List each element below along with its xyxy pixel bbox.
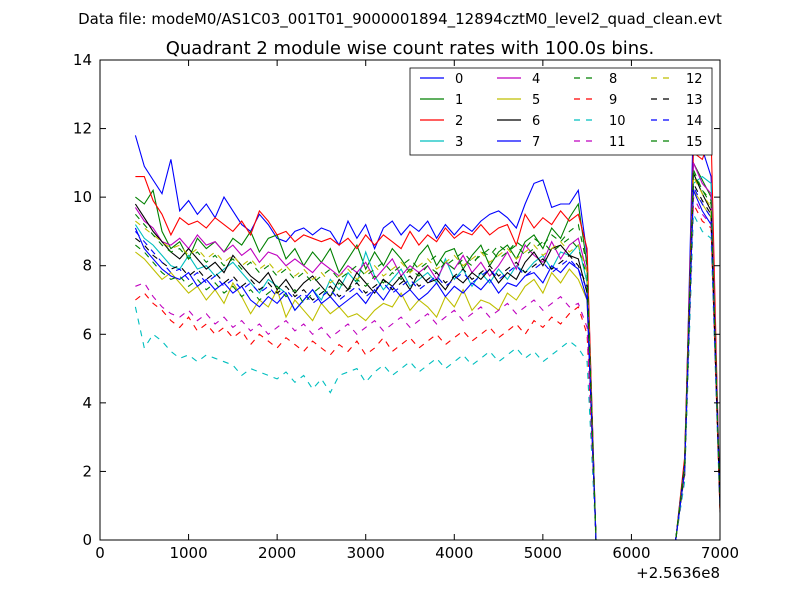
series-line-8 (135, 169, 720, 540)
y-tick-label: 8 (82, 257, 92, 275)
legend-label: 6 (532, 114, 540, 129)
series-line-1 (135, 160, 720, 540)
x-tick-label: 4000 (435, 544, 473, 562)
y-tick-label: 14 (73, 51, 92, 69)
x-tick-label: 6000 (612, 544, 650, 562)
legend-label: 12 (686, 72, 703, 87)
y-tick-label: 10 (73, 188, 92, 206)
legend-label: 0 (455, 72, 463, 87)
chart-title: Quadrant 2 module wise count rates with … (166, 38, 655, 59)
legend-label: 3 (455, 135, 463, 150)
series-line-12 (135, 174, 720, 540)
legend-label: 8 (609, 72, 617, 87)
series-line-2 (135, 135, 720, 540)
series-line-5 (135, 188, 720, 540)
y-tick-label: 2 (82, 462, 92, 480)
legend-label: 15 (686, 135, 703, 150)
x-tick-label: 2000 (258, 544, 296, 562)
file-line: Data file: modeM0/AS1C03_001T01_90000018… (78, 10, 722, 29)
y-tick-label: 12 (73, 120, 92, 138)
series-line-14 (134, 184, 720, 540)
series-layer (134, 118, 720, 540)
x-tick-label: 5000 (524, 544, 562, 562)
legend-label: 4 (532, 72, 540, 87)
series-line-11 (135, 194, 720, 540)
x-tick-label: 1000 (169, 544, 207, 562)
legend-label: 11 (609, 135, 626, 150)
legend-label: 2 (455, 114, 463, 129)
legend-label: 1 (455, 93, 463, 108)
series-line-6 (134, 172, 720, 540)
legend-label: 14 (686, 114, 703, 129)
series-line-4 (134, 162, 720, 540)
series-line-7 (134, 190, 720, 540)
legend-label: 13 (686, 93, 703, 108)
y-tick-label: 4 (82, 394, 92, 412)
series-line-9 (135, 201, 720, 540)
series-line-10 (134, 212, 720, 540)
x-tick-label: 3000 (347, 544, 385, 562)
legend-label: 10 (609, 114, 626, 129)
series-line-0 (134, 118, 720, 540)
series-line-3 (134, 175, 720, 540)
y-tick-label: 0 (82, 531, 92, 549)
x-offset-label: +2.5636e8 (636, 564, 720, 582)
series-line-15 (134, 170, 720, 540)
legend-box (409, 67, 713, 156)
legend-label: 9 (609, 93, 617, 108)
y-tick-label: 6 (82, 325, 92, 343)
plot-frame (99, 59, 721, 541)
x-tick-label: 0 (95, 544, 105, 562)
x-tick-label: 7000 (701, 544, 739, 562)
legend-label: 5 (532, 93, 540, 108)
series-line-13 (135, 181, 720, 540)
legend-label: 7 (532, 135, 540, 150)
